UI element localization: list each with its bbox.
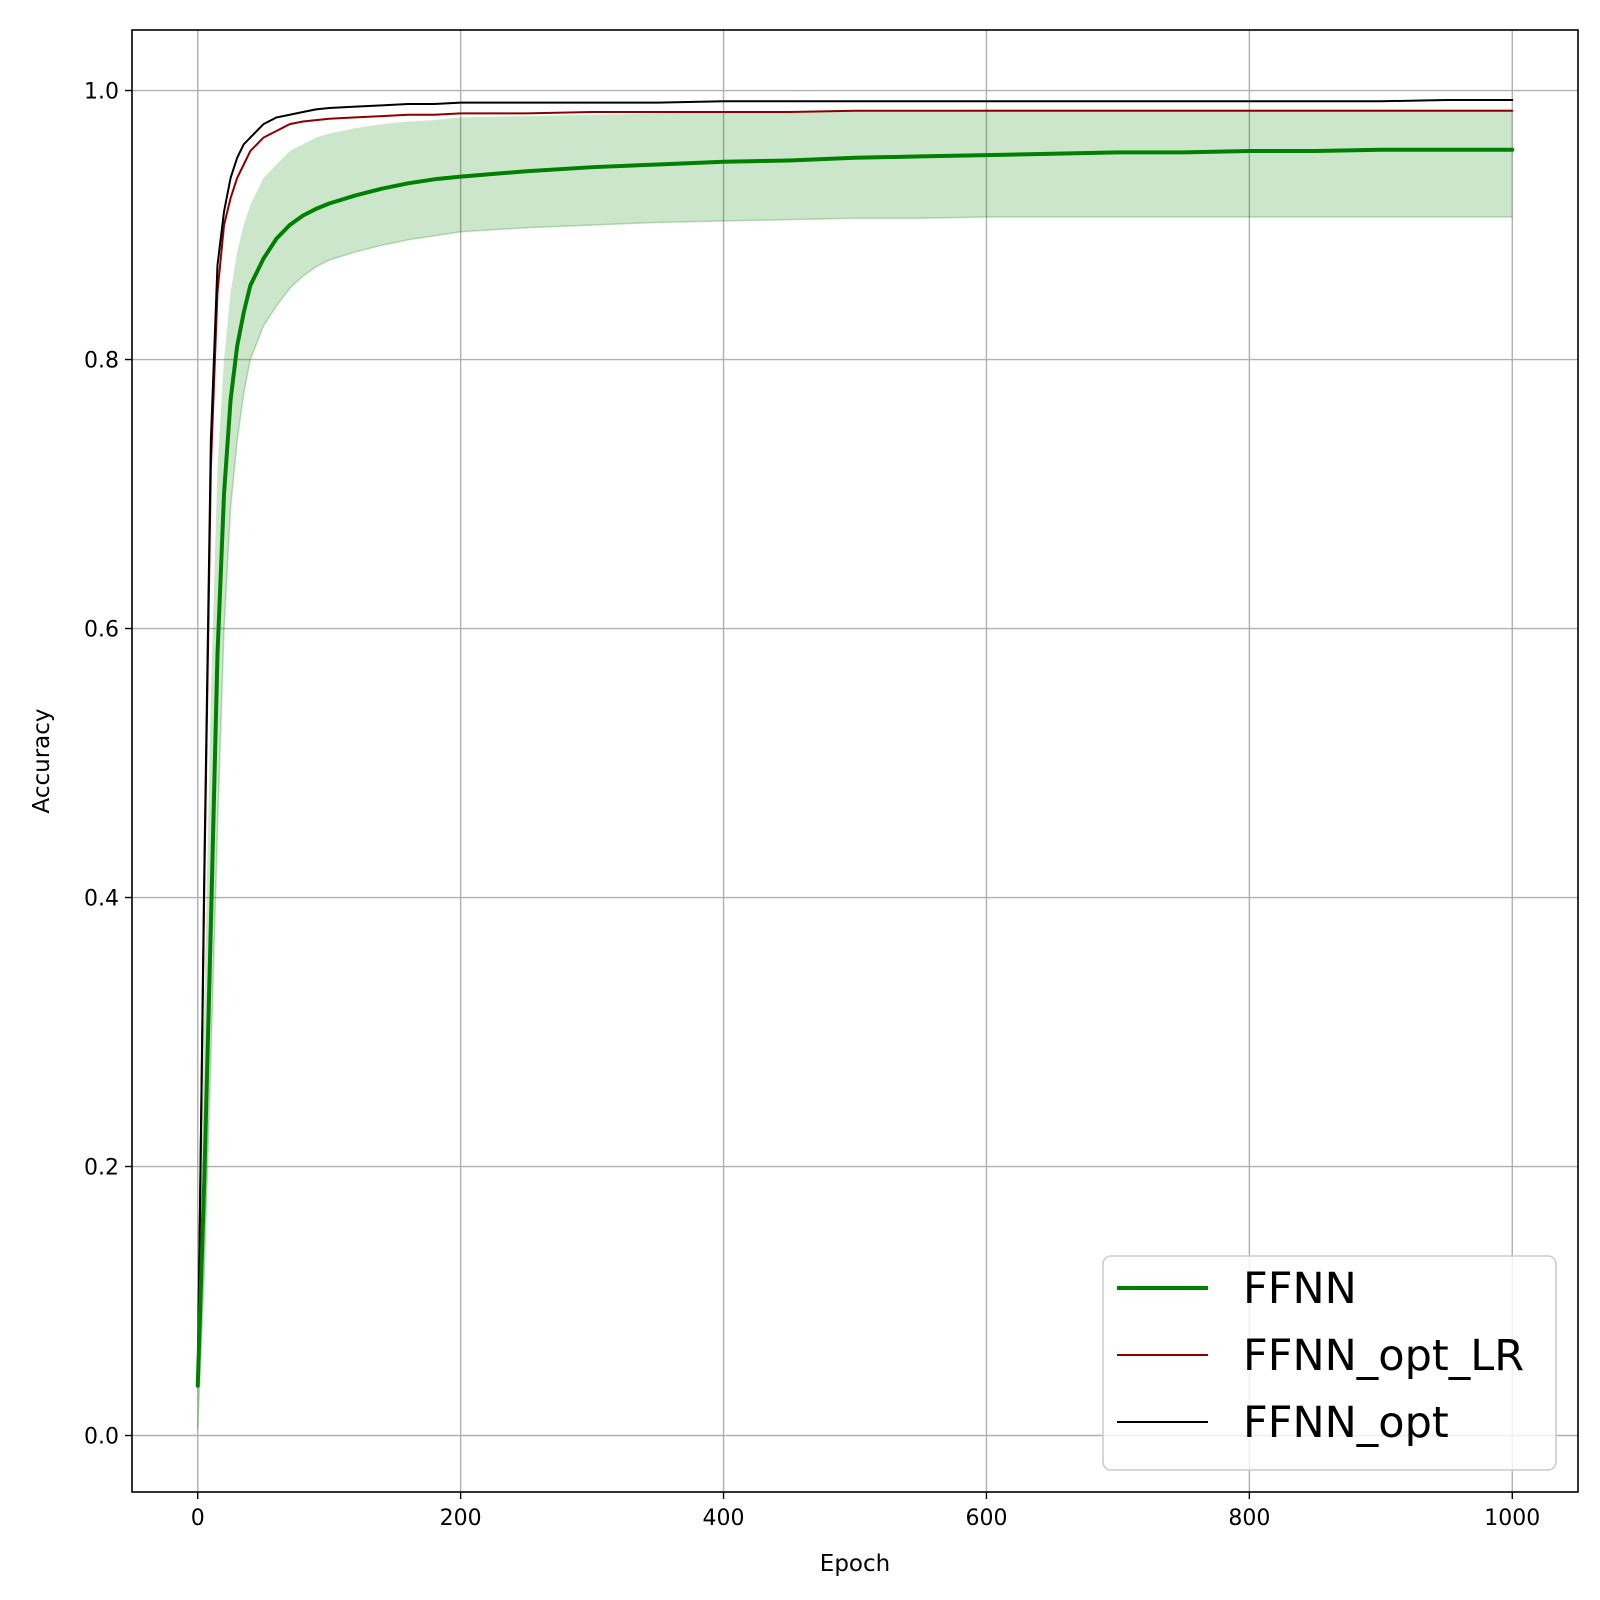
x-tick-label: 200 [440,1506,482,1531]
axis-ticks: 0 200 400 600 800 1000 0.0 0.2 0.4 0.6 0.8 1.0 [84,80,1540,1531]
x-tick-label: 800 [1228,1506,1270,1531]
ffnn-band-lower-line [196,216,1513,1429]
series-lines [195,98,1515,1388]
legend-box [1102,1255,1557,1471]
x-axis-label: Epoch [820,1551,890,1577]
series-line-ffnn-opt [196,98,1514,1383]
y-axis-label: Accuracy [29,708,55,813]
ffnn-range-band [196,109,1513,1429]
grid-lines [132,30,1578,1492]
series-line-ffnn-opt-lr [196,109,1514,1383]
y-tick-label: 0.0 [84,1425,119,1450]
x-tick-label: 600 [965,1506,1007,1531]
x-tick-label: 400 [703,1506,745,1531]
legend: FFNN FFNN_opt_LR FFNN_opt [1102,1255,1557,1471]
legend-label-ffnn: FFNN [1243,1264,1357,1314]
y-tick-label: 0.8 [84,349,119,374]
plot-frame [131,29,1579,1493]
legend-label-ffnn-opt: FFNN_opt [1243,1398,1449,1448]
x-tick-label: 0 [191,1506,205,1531]
y-tick-label: 0.2 [84,1156,119,1181]
y-tick-label: 0.6 [84,618,119,643]
y-tick-label: 1.0 [84,80,119,105]
y-tick-label: 0.4 [84,887,119,912]
ffnn-band-area [197,109,1513,1429]
legend-label-ffnn-opt-lr: FFNN_opt_LR [1243,1331,1524,1381]
series-line-ffnn [195,147,1515,1388]
x-tick-label: 1000 [1484,1506,1540,1531]
